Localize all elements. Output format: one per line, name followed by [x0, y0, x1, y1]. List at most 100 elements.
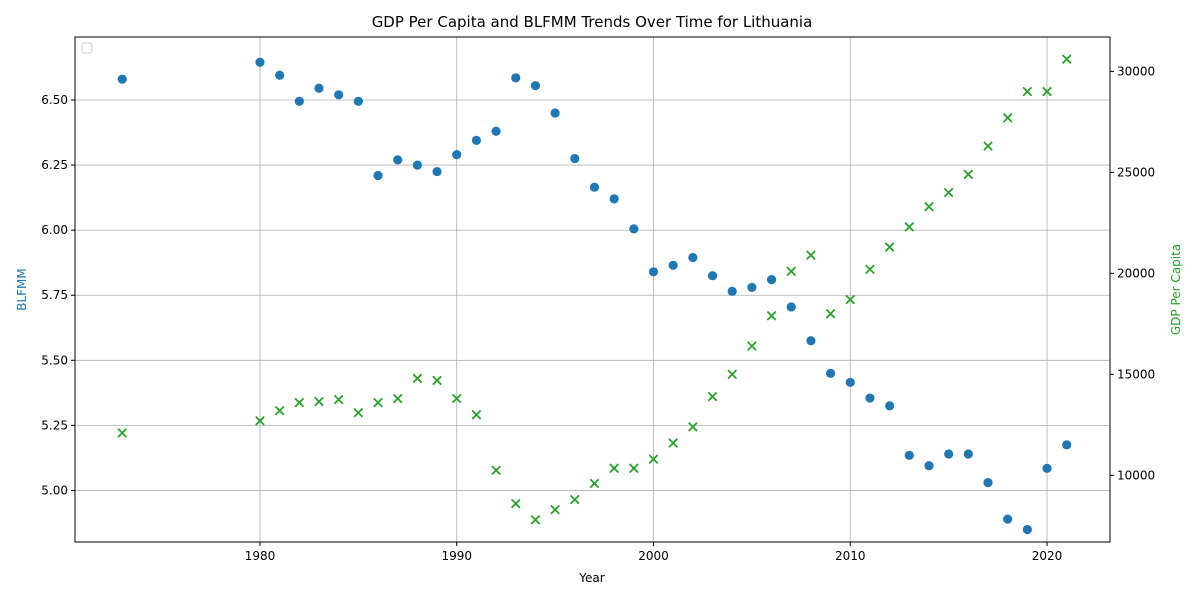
y-axis-left-label: BLFMM [15, 268, 29, 311]
x-tick-label: 1990 [441, 549, 472, 563]
blfmm-point [589, 182, 600, 192]
gdp-point [314, 396, 324, 407]
gdp-point [255, 415, 265, 426]
blfmm-point [393, 155, 403, 165]
data-marks [117, 54, 1072, 535]
gdp-point [274, 405, 285, 416]
gdp-point [392, 393, 403, 404]
y-right-tick-label: 10000 [1117, 468, 1155, 482]
gdp-point [806, 250, 816, 260]
grid [75, 37, 1110, 542]
blfmm-point [491, 126, 501, 136]
y-left-tick-label: 5.25 [41, 418, 68, 432]
blfmm-point [117, 74, 127, 84]
gdp-point [432, 375, 442, 386]
blfmm-point [629, 224, 639, 234]
gdp-point [747, 341, 757, 351]
gdp-point [707, 391, 718, 402]
blfmm-point [825, 368, 836, 378]
gdp-point [1042, 86, 1052, 97]
y-left-tick-label: 5.50 [41, 353, 68, 367]
blfmm-point [1062, 440, 1072, 450]
gdp-point [688, 422, 698, 432]
blfmm-point [727, 286, 737, 296]
gdp-point [884, 242, 895, 252]
blfmm-point [1042, 463, 1052, 473]
gdp-point [471, 409, 482, 420]
blfmm-point [707, 271, 718, 281]
blfmm-point [747, 282, 757, 293]
gdp-point [491, 465, 501, 476]
blfmm-point [471, 135, 482, 145]
y-left-tick-label: 5.75 [41, 288, 68, 302]
blfmm-point [275, 70, 285, 80]
blfmm-point [353, 96, 363, 106]
blfmm-point [432, 166, 442, 177]
blfmm-point [983, 478, 993, 488]
x-axis-label: Year [578, 571, 604, 585]
gdp-point [530, 514, 541, 525]
x-tick-label: 2010 [835, 549, 866, 563]
x-tick-label: 1980 [245, 549, 276, 563]
gdp-point [1002, 112, 1013, 123]
legend-box [81, 42, 93, 54]
blfmm-point [924, 461, 934, 471]
gdp-point [628, 463, 639, 474]
blfmm-point [570, 153, 580, 164]
blfmm-point [1022, 524, 1032, 535]
blfmm-point [944, 449, 954, 459]
gdp-point [510, 498, 521, 509]
blfmm-point [1003, 514, 1013, 524]
gdp-point [825, 308, 836, 319]
blfmm-point [688, 252, 698, 263]
y-right-tick-label: 30000 [1117, 64, 1155, 78]
blfmm-point [511, 73, 521, 83]
blfmm-point [255, 57, 265, 67]
blfmm-point [334, 90, 344, 100]
gdp-point [373, 397, 383, 408]
gdp-point [569, 494, 580, 505]
y-right-tick-label: 20000 [1117, 266, 1155, 280]
gdp-point [766, 310, 777, 321]
gdp-point [1061, 54, 1072, 65]
gdp-point [865, 264, 875, 275]
axes: 1980 1990 2000 2010 2020 5.00 5.25 5.50 5.75 6.00… [41, 64, 1155, 563]
gdp-point [412, 373, 423, 384]
gdp-point [845, 294, 856, 305]
blfmm-point [786, 302, 796, 312]
y-left-tick-label: 6.50 [41, 93, 68, 107]
gdp-point [904, 222, 915, 232]
gdp-point [924, 201, 934, 212]
chart-title: GDP Per Capita and BLFMM Trends Over Tim… [372, 13, 813, 31]
gdp-point [648, 454, 659, 465]
blfmm-point [609, 194, 619, 204]
blfmm-point [648, 267, 659, 277]
blfmm-point [530, 81, 541, 91]
blfmm-point [865, 393, 875, 403]
gdp-point [963, 169, 974, 180]
blfmm-point [412, 160, 422, 170]
y-axis-right-label: GDP Per Capita [1169, 244, 1183, 335]
y-left-tick-label: 6.25 [41, 158, 68, 172]
gdp-point [609, 463, 619, 474]
gdp-point [983, 141, 993, 151]
y-right-tick-label: 25000 [1117, 165, 1155, 179]
blfmm-point [550, 108, 560, 118]
gdp-point [589, 478, 600, 489]
x-tick-label: 2000 [638, 549, 669, 563]
x-tick-label: 2020 [1032, 549, 1063, 563]
gdp-point [668, 438, 679, 448]
y-left-tick-label: 5.00 [41, 483, 68, 497]
blfmm-point [845, 377, 855, 388]
blfmm-point [806, 336, 816, 346]
blfmm-point [314, 83, 324, 93]
blfmm-point [766, 275, 777, 285]
blfmm-point [373, 170, 383, 181]
gdp-point [294, 397, 305, 408]
gdp-point [550, 504, 560, 515]
blfmm-point [904, 450, 914, 460]
gdp-point [451, 393, 462, 404]
gdp-point [353, 407, 364, 418]
blfmm-point [885, 401, 895, 411]
